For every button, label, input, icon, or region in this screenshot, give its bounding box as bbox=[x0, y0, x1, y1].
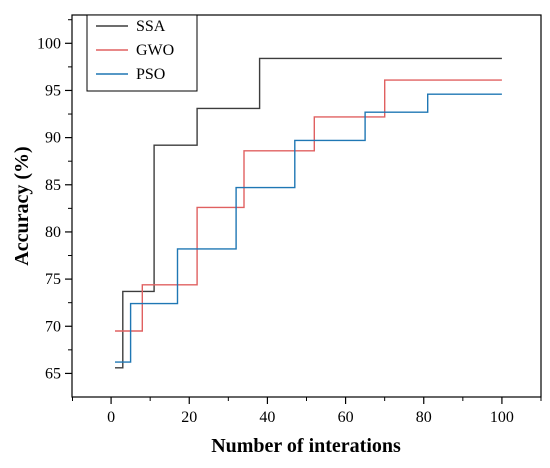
x-axis-ticks: 0 20 40 60 80 100 bbox=[72, 397, 542, 426]
legend-box bbox=[86, 14, 198, 92]
x-tick-label: 80 bbox=[416, 409, 432, 426]
y-tick-label: 75 bbox=[45, 271, 61, 288]
series-line-pso bbox=[115, 93, 502, 363]
y-tick-label: 95 bbox=[45, 82, 61, 99]
y-axis-ticks: 65 70 75 80 85 90 95 100 bbox=[37, 19, 72, 382]
legend-label-ssa: SSA bbox=[136, 18, 166, 35]
x-tick-label: 40 bbox=[259, 409, 275, 426]
y-tick-label: 70 bbox=[45, 318, 61, 335]
x-tick-label: 0 bbox=[107, 409, 115, 426]
y-tick-label: 65 bbox=[45, 365, 61, 382]
x-tick-label: 20 bbox=[181, 409, 197, 426]
y-tick-label: 80 bbox=[45, 224, 61, 241]
y-axis-title: Accuracy (%) bbox=[11, 146, 33, 265]
x-tick-label: 100 bbox=[490, 409, 514, 426]
x-axis-title: Number of interations bbox=[211, 435, 401, 457]
y-tick-label: 85 bbox=[45, 177, 61, 194]
legend: SSA GWO PSO bbox=[86, 14, 198, 92]
y-tick-label: 100 bbox=[37, 35, 61, 52]
legend-label-gwo: GWO bbox=[136, 42, 174, 59]
y-tick-label: 90 bbox=[45, 130, 61, 147]
series-line-gwo bbox=[115, 79, 502, 332]
x-tick-label: 60 bbox=[338, 409, 354, 426]
series-lines bbox=[115, 57, 502, 369]
series-line-ssa bbox=[115, 57, 502, 369]
legend-label-pso: PSO bbox=[136, 66, 165, 83]
